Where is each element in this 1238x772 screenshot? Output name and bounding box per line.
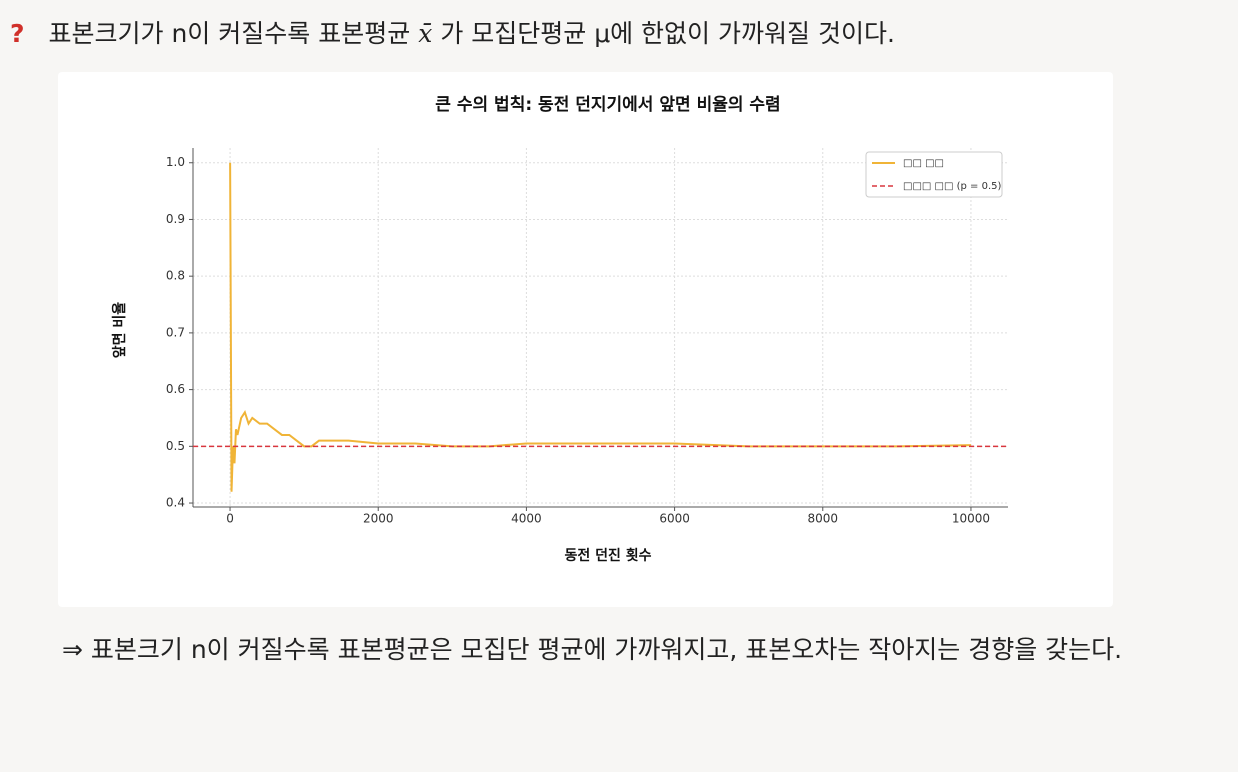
y-tick-label: 0.5: [166, 439, 185, 453]
chart: 큰 수의 법칙: 동전 던지기에서 앞면 비율의 수렴 동전 던진 횟수 앞면 …: [111, 94, 1008, 564]
y-tick-label: 0.9: [166, 212, 185, 226]
x-tick-label: 10000: [952, 512, 990, 526]
x-tick-label: 8000: [807, 512, 838, 526]
y-axis-label: 앞면 비율: [111, 302, 128, 359]
x-tick-label: 2000: [363, 512, 394, 526]
x-tick-label: 6000: [659, 512, 690, 526]
x-tick-label: 0: [226, 512, 234, 526]
legend-label: □□ □□: [903, 158, 944, 169]
question: ? 표본크기가 n이 커질수록 표본평균 x̄ 가 모집단평균 μ에 한없이 가까워질…: [10, 14, 895, 50]
y-tick-label: 0.6: [166, 382, 185, 396]
y-tick-label: 0.4: [166, 496, 185, 510]
y-tick-label: 0.7: [166, 325, 185, 339]
chart-title: 큰 수의 법칙: 동전 던지기에서 앞면 비율의 수렴: [435, 94, 780, 115]
question-text: 표본크기가 n이 커질수록 표본평균: [48, 19, 411, 48]
y-tick-label: 1.0: [166, 155, 185, 169]
x-axis-label: 동전 던진 횟수: [564, 547, 651, 564]
legend-box: [865, 151, 1003, 198]
conclusion: ⇒ 표본크기 n이 커질수록 표본평균은 모집단 평균에 가까워지고, 표본오차…: [62, 635, 1123, 664]
question-text: 가 모집단평균 μ에 한없이 가까워질 것이다.: [440, 19, 895, 48]
question-icon: ?: [10, 19, 25, 48]
x-tick-label: 4000: [511, 512, 542, 526]
math-symbol: x̄: [418, 19, 433, 48]
chart-card: 큰 수의 법칙: 동전 던지기에서 앞면 비율의 수렴 동전 던진 횟수 앞면 …: [58, 72, 1113, 607]
legend-label: □□□ □□ (p = 0.5): [903, 181, 1001, 192]
y-tick-label: 0.8: [166, 269, 185, 283]
data-line: [229, 162, 971, 492]
